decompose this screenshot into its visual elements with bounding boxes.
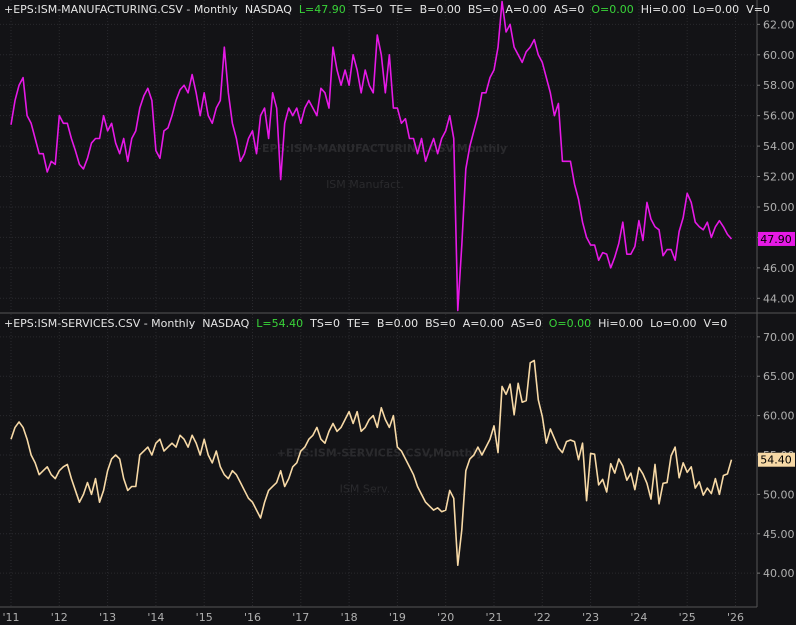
last-value-tag xyxy=(758,231,795,246)
series-line xyxy=(10,359,733,567)
x-tick-label: '12 xyxy=(51,611,68,624)
y-tick-label: 40.00 xyxy=(763,567,795,580)
x-tick-label: '13 xyxy=(99,611,116,624)
x-tick-label: '24 xyxy=(630,611,647,624)
y-tick-label: 45.00 xyxy=(763,528,795,541)
header-field: +EPS:ISM-MANUFACTURING.CSV - Monthly xyxy=(4,3,238,16)
y-tick-label: 65.00 xyxy=(763,370,795,383)
header-field: Hi=0.00 xyxy=(641,3,686,16)
panel-header: +EPS:ISM-MANUFACTURING.CSV - Monthly NASD… xyxy=(4,3,770,16)
x-tick-label: '20 xyxy=(437,611,454,624)
header-field: +EPS:ISM-SERVICES.CSV - Monthly xyxy=(4,317,196,330)
last-value-tag xyxy=(758,452,795,467)
last-value-label: 47.90 xyxy=(760,233,792,246)
header-field: TE= xyxy=(389,3,413,16)
x-tick-label: '18 xyxy=(341,611,358,624)
header-field: O=0.00 xyxy=(591,3,633,16)
y-tick-label: 44.00 xyxy=(763,292,795,305)
header-field: A=0.00 xyxy=(505,3,546,16)
header-field: TE= xyxy=(346,317,370,330)
y-tick-label: 62.00 xyxy=(763,18,795,31)
y-tick-label: 60.00 xyxy=(763,49,795,62)
y-tick-label: 50.00 xyxy=(763,201,795,214)
watermark-sub: ISM Manufact. xyxy=(326,178,404,191)
series-line xyxy=(10,0,733,312)
x-tick-label: '15 xyxy=(196,611,213,624)
header-field: L=47.90 xyxy=(299,3,346,16)
x-tick-label: '26 xyxy=(727,611,744,624)
header-field: Lo=0.00 xyxy=(650,317,696,330)
x-tick-label: '11 xyxy=(2,611,19,624)
y-tick-label: 52.00 xyxy=(763,171,795,184)
header-field: Lo=0.00 xyxy=(693,3,739,16)
header-field: NASDAQ xyxy=(202,317,249,330)
header-field: V=0 xyxy=(746,3,770,16)
header-field: BS=0 xyxy=(425,317,456,330)
header-field: BS=0 xyxy=(468,3,499,16)
watermark: +EPS:ISM-MANUFACTURING.CSV,Monthly xyxy=(253,142,507,155)
y-tick-label: 50.00 xyxy=(763,488,795,501)
header-field: B=0.00 xyxy=(377,317,418,330)
header-field: AS=0 xyxy=(511,317,542,330)
panel-header: +EPS:ISM-SERVICES.CSV - Monthly NASDAQ L=5… xyxy=(4,317,727,330)
header-field: Hi=0.00 xyxy=(598,317,643,330)
last-value-label: 54.40 xyxy=(760,454,792,467)
header-field: TS=0 xyxy=(352,3,383,16)
header-field: A=0.00 xyxy=(463,317,504,330)
header-field: V=0 xyxy=(704,317,728,330)
header-field: L=54.40 xyxy=(256,317,303,330)
x-tick-label: '19 xyxy=(389,611,406,624)
header-field: TS=0 xyxy=(309,317,340,330)
watermark: +EPS:ISM-SERVICES.CSV,Monthly xyxy=(277,447,484,460)
x-tick-label: '23 xyxy=(582,611,599,624)
x-tick-label: '25 xyxy=(679,611,696,624)
x-tick-label: '17 xyxy=(292,611,309,624)
x-tick-label: '16 xyxy=(244,611,261,624)
y-tick-label: 56.00 xyxy=(763,110,795,123)
y-tick-label: 46.00 xyxy=(763,262,795,275)
header-field: B=0.00 xyxy=(420,3,461,16)
x-tick-label: '22 xyxy=(534,611,551,624)
header-field: NASDAQ xyxy=(245,3,292,16)
header-field: O=0.00 xyxy=(549,317,591,330)
watermark-sub: ISM Serv. xyxy=(340,483,391,496)
y-tick-label: 58.00 xyxy=(763,79,795,92)
x-tick-label: '14 xyxy=(147,611,164,624)
x-tick-label: '21 xyxy=(485,611,502,624)
y-tick-label: 54.00 xyxy=(763,140,795,153)
y-tick-label: 70.00 xyxy=(763,331,795,344)
y-tick-label: 60.00 xyxy=(763,410,795,423)
header-field: AS=0 xyxy=(554,3,585,16)
